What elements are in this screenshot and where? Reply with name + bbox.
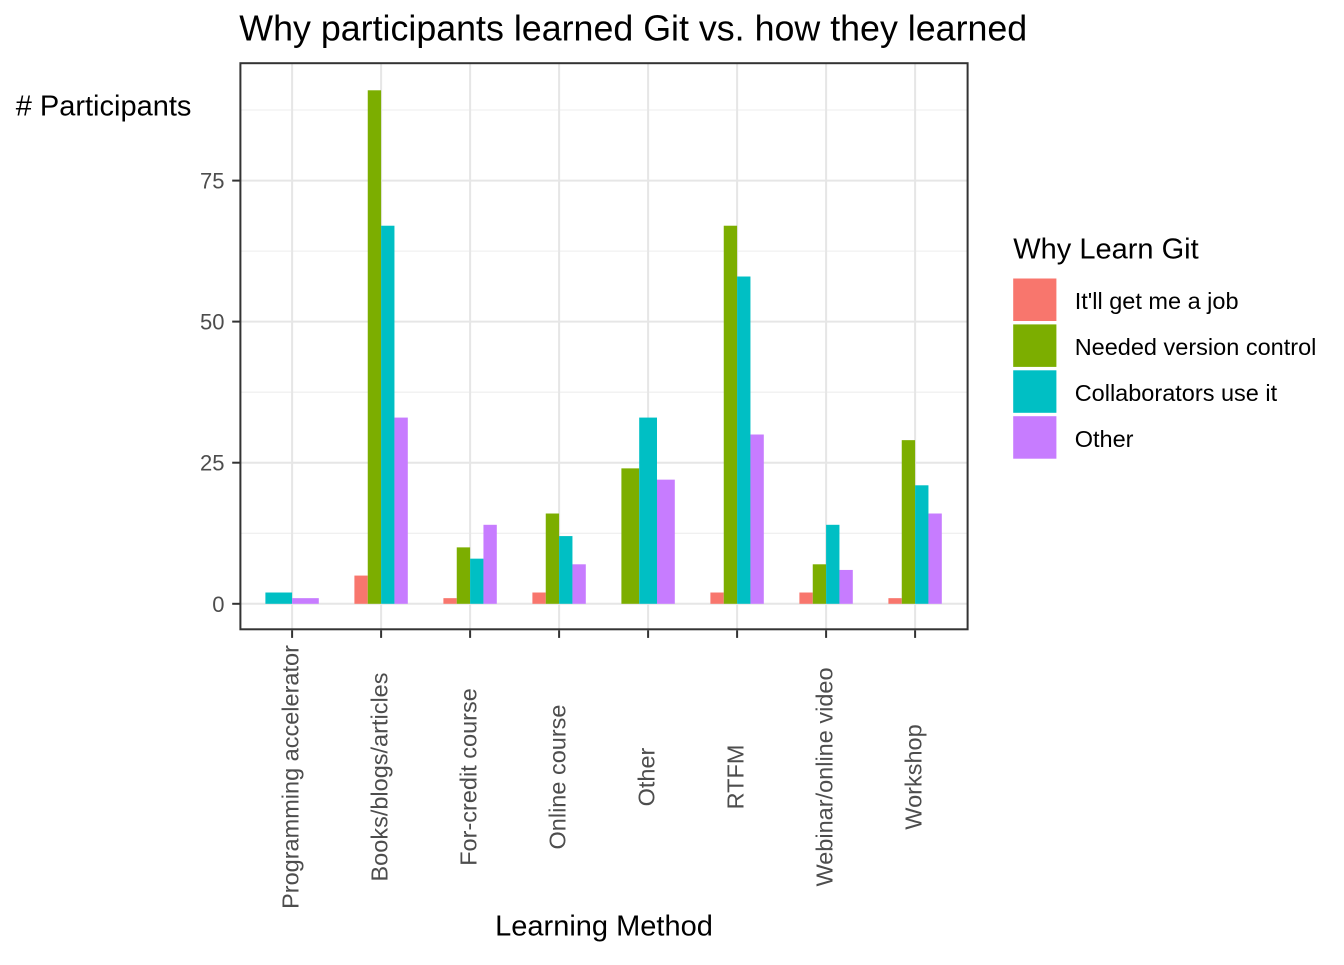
svg-text:Collaborators use it: Collaborators use it bbox=[1075, 380, 1278, 406]
svg-text:Learning Method: Learning Method bbox=[495, 911, 713, 943]
svg-text:Other: Other bbox=[634, 747, 660, 806]
svg-text:Workshop: Workshop bbox=[901, 724, 927, 829]
svg-text:50: 50 bbox=[200, 310, 224, 335]
svg-text:Needed version control: Needed version control bbox=[1075, 334, 1317, 360]
svg-text:Programming accelerator: Programming accelerator bbox=[278, 645, 304, 909]
svg-text:Why Learn Git: Why Learn Git bbox=[1013, 234, 1198, 266]
svg-text:It'll get me a job: It'll get me a job bbox=[1075, 288, 1239, 314]
svg-text:# Participants: # Participants bbox=[16, 91, 192, 123]
svg-text:0: 0 bbox=[212, 592, 224, 617]
svg-text:Other: Other bbox=[1075, 426, 1134, 452]
svg-text:For-credit course: For-credit course bbox=[456, 688, 482, 866]
svg-text:25: 25 bbox=[200, 451, 224, 476]
svg-text:Books/blogs/articles: Books/blogs/articles bbox=[367, 673, 393, 882]
svg-text:RTFM: RTFM bbox=[723, 745, 749, 810]
svg-text:Online course: Online course bbox=[545, 705, 571, 850]
svg-text:Webinar/online video: Webinar/online video bbox=[812, 667, 838, 886]
svg-text:75: 75 bbox=[200, 169, 224, 194]
svg-text:Why participants learned Git v: Why participants learned Git vs. how the… bbox=[239, 9, 1027, 49]
